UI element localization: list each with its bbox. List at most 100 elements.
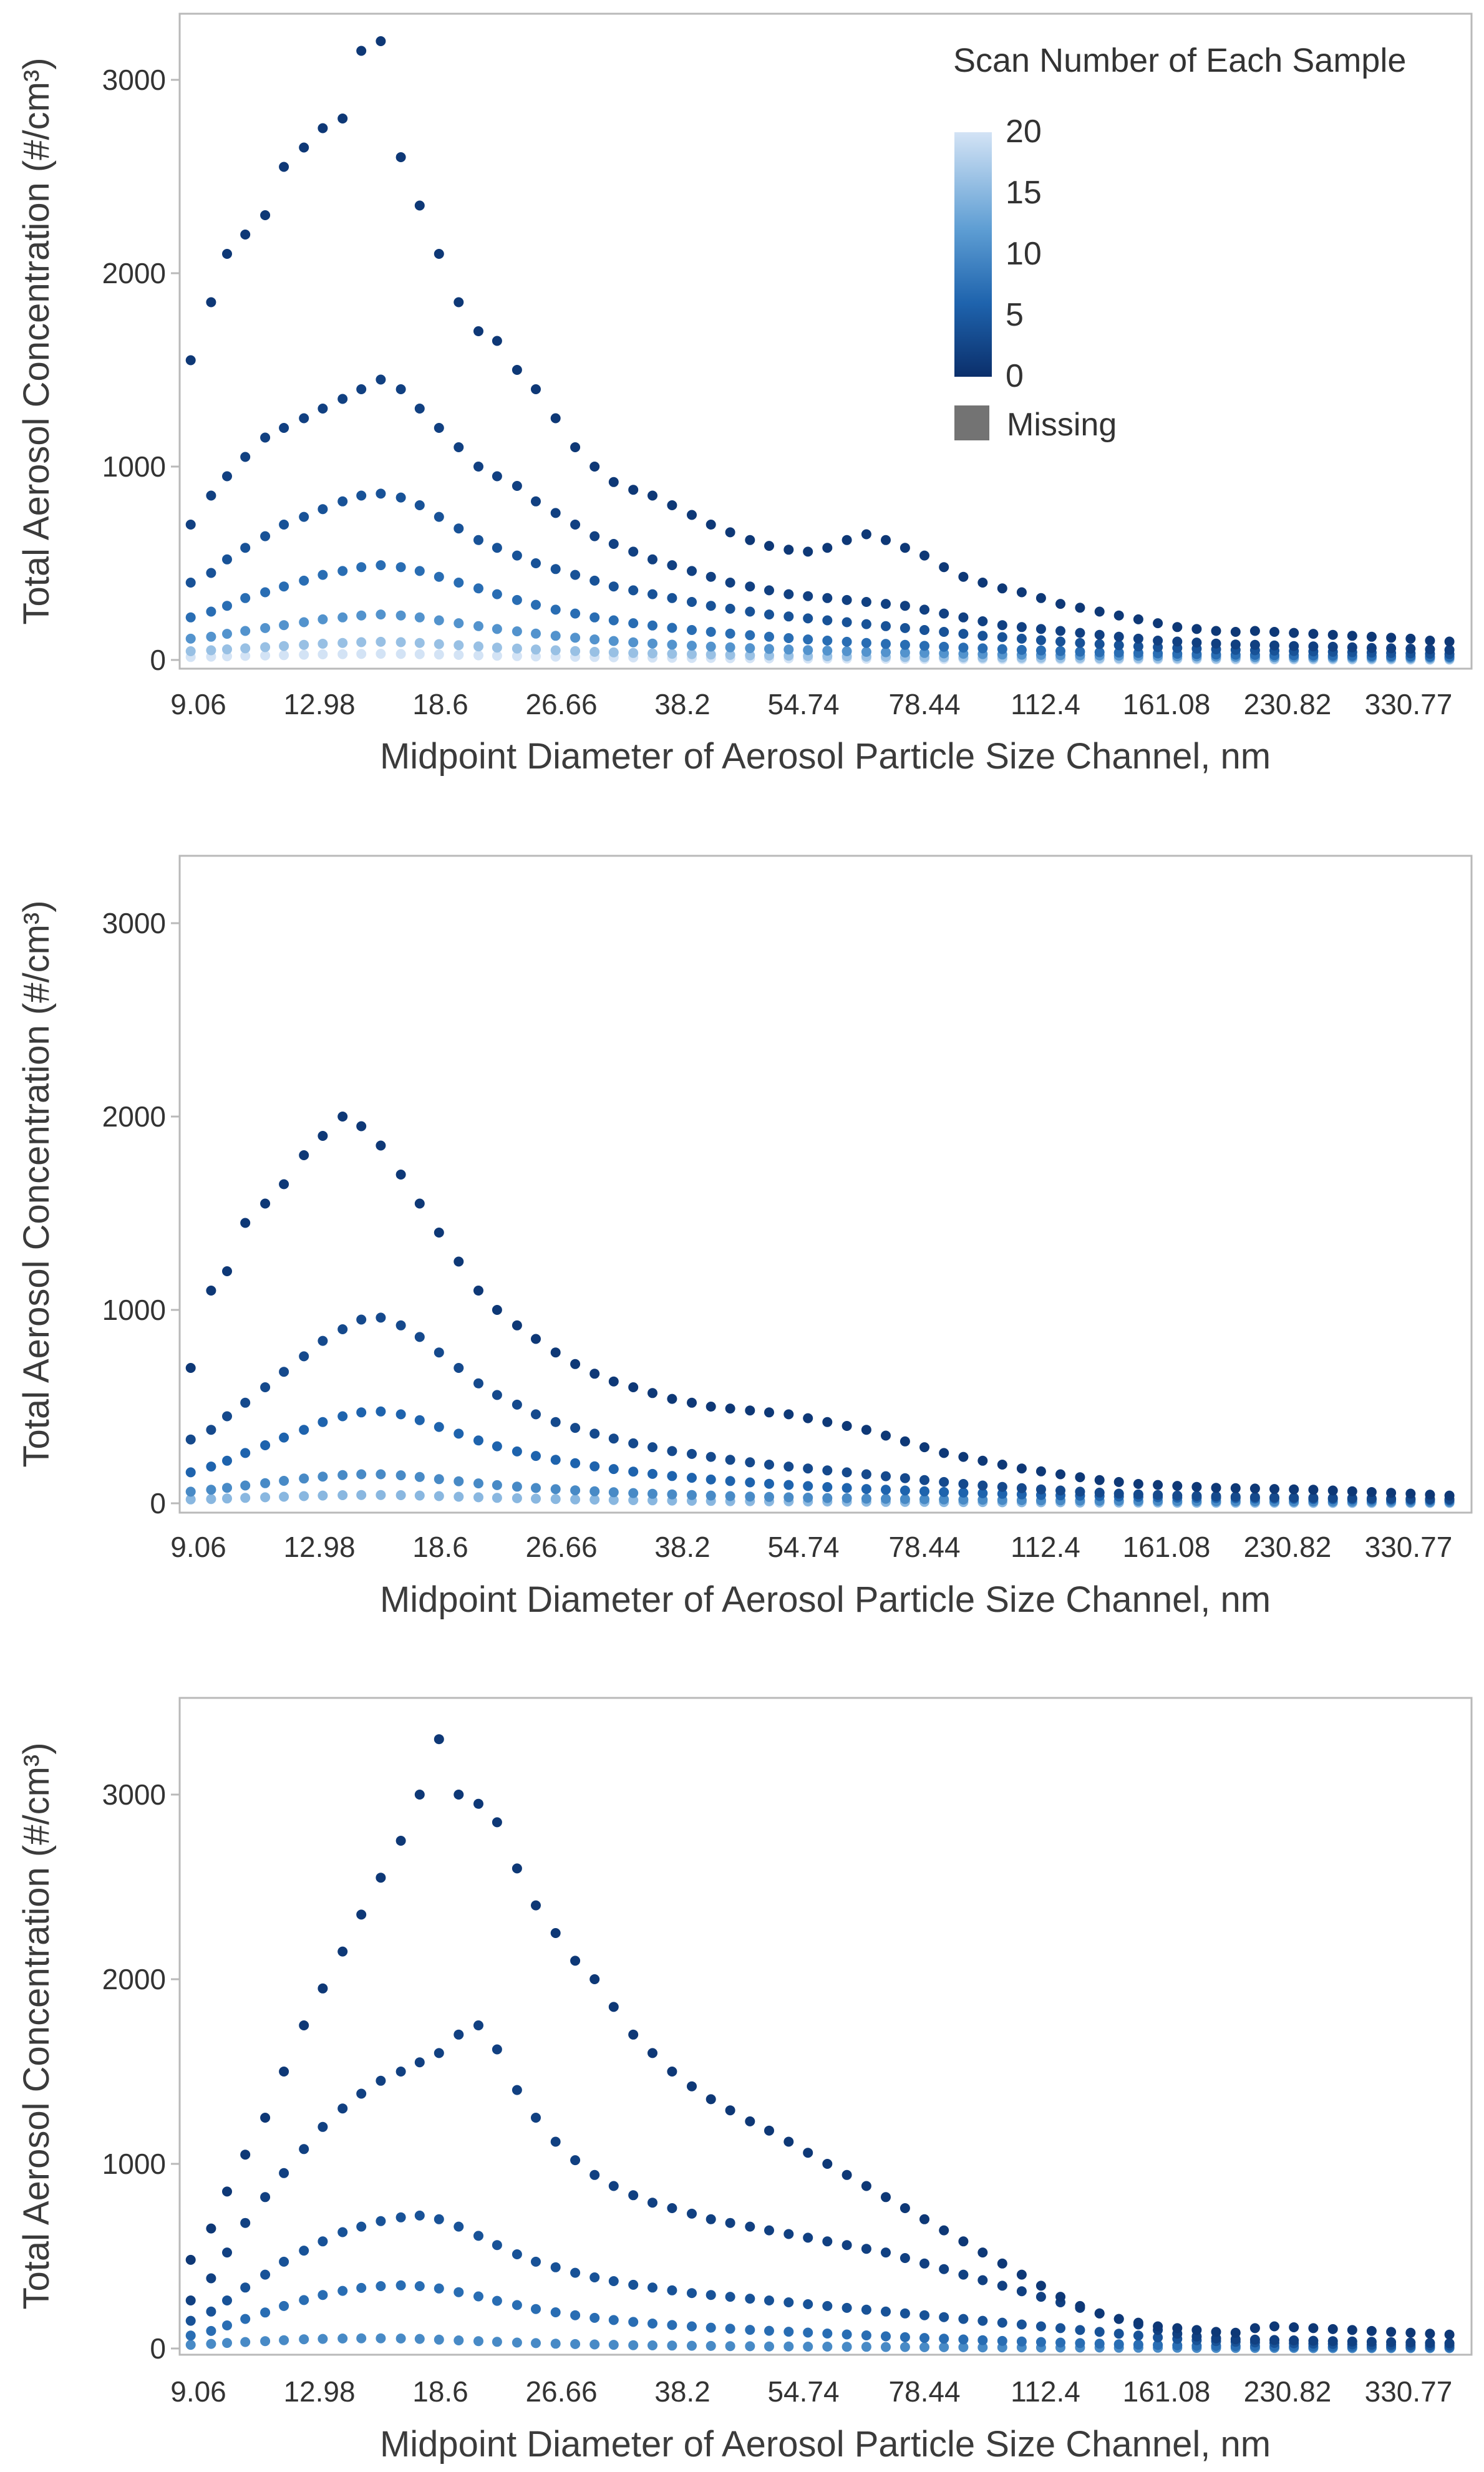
- data-point: [512, 1320, 522, 1331]
- data-point: [628, 2340, 639, 2350]
- data-point: [919, 2333, 929, 2344]
- data-point: [260, 1478, 271, 1488]
- data-point: [492, 471, 502, 482]
- data-point: [608, 2340, 619, 2350]
- data-point: [1191, 1481, 1202, 1492]
- data-point: [414, 649, 425, 659]
- data-point: [1211, 1491, 1221, 1501]
- data-point: [1113, 640, 1124, 651]
- data-point: [570, 442, 581, 452]
- data-point: [376, 1140, 386, 1151]
- data-point: [434, 249, 444, 259]
- data-point: [512, 626, 522, 637]
- data-point: [1016, 2269, 1027, 2280]
- data-point: [1075, 628, 1085, 638]
- data-point: [919, 625, 929, 635]
- data-point: [206, 2223, 216, 2234]
- data-point: [745, 1477, 755, 1488]
- data-point: [1269, 2335, 1279, 2345]
- data-point: [841, 617, 852, 628]
- data-point: [1444, 2329, 1455, 2340]
- data-point: [395, 1470, 406, 1481]
- data-point: [337, 496, 348, 507]
- data-point: [260, 2336, 271, 2347]
- data-point: [260, 2192, 271, 2203]
- data-point: [608, 615, 619, 626]
- x-tick-label: 9.06: [170, 1531, 226, 1563]
- data-point: [492, 336, 502, 346]
- data-point: [977, 2275, 988, 2285]
- data-point: [687, 510, 697, 520]
- data-point: [919, 550, 929, 561]
- data-point: [958, 1479, 969, 1489]
- data-point: [783, 589, 794, 599]
- data-point: [939, 2225, 949, 2236]
- data-point: [318, 123, 328, 133]
- data-point: [299, 649, 309, 660]
- data-point: [861, 2330, 871, 2340]
- data-point: [279, 2168, 289, 2178]
- x-tick-label: 12.98: [283, 2375, 355, 2408]
- data-point: [919, 1486, 929, 1496]
- data-point: [299, 639, 309, 650]
- data-point: [1269, 1492, 1279, 1503]
- data-point: [531, 1900, 541, 1911]
- data-point: [1347, 642, 1357, 652]
- data-point: [1249, 1492, 1260, 1503]
- data-point: [803, 1481, 813, 1491]
- data-point: [861, 1484, 871, 1495]
- data-point: [628, 637, 639, 647]
- data-point: [473, 535, 483, 545]
- data-point: [337, 1946, 348, 1957]
- data-point: [803, 645, 813, 656]
- data-point: [1035, 645, 1046, 656]
- data-point: [1133, 614, 1143, 624]
- data-point: [337, 566, 348, 576]
- data-point: [512, 2249, 522, 2259]
- data-point: [222, 601, 232, 611]
- data-point: [841, 636, 852, 647]
- data-point: [1133, 2317, 1143, 2328]
- data-point: [608, 1376, 619, 1387]
- data-point: [550, 1417, 561, 1427]
- data-point: [570, 1956, 581, 1966]
- data-point: [337, 2334, 348, 2344]
- data-point: [318, 1417, 328, 1427]
- data-point: [550, 413, 561, 424]
- data-point: [376, 2075, 386, 2086]
- data-point: [958, 571, 969, 582]
- data-point: [687, 649, 697, 659]
- y-tick-label: 2000: [102, 1963, 166, 1995]
- data-point: [1016, 1463, 1027, 1474]
- data-point: [356, 637, 367, 647]
- data-point: [687, 597, 697, 607]
- data-point: [395, 1490, 406, 1500]
- data-point: [997, 2258, 1007, 2269]
- x-tick-label: 54.74: [767, 1531, 839, 1563]
- data-point: [900, 639, 910, 650]
- data-point: [356, 610, 367, 621]
- data-point: [492, 589, 502, 599]
- data-point: [1055, 646, 1065, 656]
- data-point: [512, 1863, 522, 1874]
- data-point: [1016, 2336, 1027, 2347]
- data-point: [570, 1494, 581, 1505]
- data-point: [1035, 2321, 1046, 2332]
- data-point: [453, 1363, 464, 1373]
- data-point: [434, 649, 444, 660]
- data-point: [299, 1473, 309, 1484]
- data-point: [434, 1491, 444, 1501]
- data-point: [299, 575, 309, 586]
- data-point: [473, 326, 483, 336]
- data-point: [453, 618, 464, 629]
- data-point: [900, 1473, 910, 1483]
- data-point: [1133, 1489, 1143, 1500]
- data-point: [803, 613, 813, 624]
- data-point: [822, 2329, 833, 2339]
- data-point: [1191, 2325, 1202, 2335]
- data-point: [647, 2198, 657, 2208]
- data-point: [745, 2341, 755, 2352]
- data-point: [550, 631, 561, 641]
- data-point: [492, 2295, 502, 2306]
